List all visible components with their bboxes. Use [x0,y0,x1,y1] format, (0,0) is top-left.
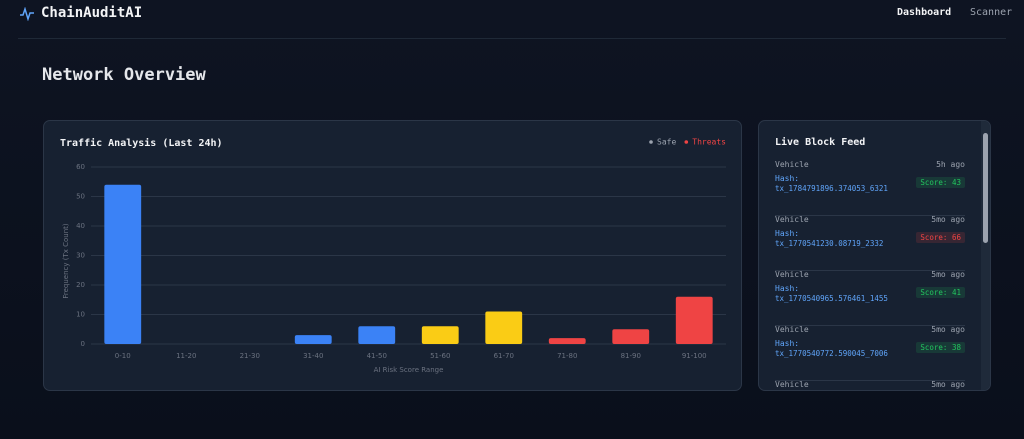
feed-item: Vehicle 5mo ago [775,380,965,390]
bar [421,326,459,344]
item-time: 5mo ago [931,325,965,334]
nav-link[interactable]: Dashboard [897,7,952,18]
bar [675,296,713,344]
hash-value: tx_1770540772.590045_7006 [775,349,888,358]
score-badge: Score: 41 [916,287,965,298]
legend-dot [649,140,653,144]
feed-item: Vehicle 5mo ago Hash: tx_1770540772.590045_… [775,325,965,381]
item-label: Vehicle [775,160,809,169]
scrollbar-thumb[interactable] [983,133,988,243]
scrollbar[interactable] [981,121,990,390]
item-label: Vehicle [775,325,809,334]
y-tick-label: 50 [76,193,85,201]
x-axis-title: AI Risk Score Range [374,366,444,374]
item-time: 5h ago [936,160,965,169]
x-tick-label: 11-20 [176,352,196,360]
x-tick-label: 71-80 [557,352,577,360]
hash-label: Hash: [775,284,800,293]
y-axis-title: Frequency (Tx Count) [62,223,70,299]
feed-card: Live Block Feed Vehicle 5h ago Hash: tx_178… [758,120,991,391]
item-time: 5mo ago [931,380,965,389]
brand[interactable]: ChainAuditAI [41,5,143,21]
bar [548,338,586,344]
feed-item: Vehicle 5mo ago Hash: tx_1770540965.576461_… [775,270,965,326]
legend-label: Threats [692,138,726,147]
x-tick-label: 81-90 [621,352,641,360]
bar [358,326,396,344]
item-label: Vehicle [775,270,809,279]
x-tick-label: 41-50 [367,352,387,360]
x-tick-label: 61-70 [494,352,514,360]
chart-card: Traffic Analysis (Last 24h) 0 10 20 30 40 50 6… [43,120,742,391]
bar [485,311,523,344]
hash-label: Hash: [775,229,800,238]
y-tick-label: 0 [81,340,85,348]
hash-label: Hash: [775,174,800,183]
y-tick-label: 10 [76,311,85,319]
y-tick-label: 20 [76,281,85,289]
item-label: Vehicle [775,215,809,224]
hash-value: tx_1770541230.08719_2332 [775,239,884,248]
bar [612,329,650,344]
feed-title: Live Block Feed [775,137,866,148]
score-badge: Score: 38 [916,342,965,353]
hash-value: tx_1770540965.576461_1455 [775,294,888,303]
chart-title: Traffic Analysis (Last 24h) [60,137,223,149]
y-tick-label: 40 [76,222,85,230]
feed-item: Vehicle 5mo ago Hash: tx_1770541230.08719_2… [775,215,965,271]
score-badge: Score: 66 [916,232,965,243]
item-time: 5mo ago [931,270,965,279]
nav-link[interactable]: Scanner [970,7,1013,18]
logo-icon [20,7,34,21]
x-tick-label: 51-60 [430,352,450,360]
hash-value: tx_1784791896.374053_6321 [775,184,888,193]
x-tick-label: 0-10 [115,352,131,360]
y-tick-label: 30 [76,252,85,260]
hash-label: Hash: [775,339,800,348]
y-tick-label: 60 [76,163,85,171]
feed-item: Vehicle 5h ago Hash: tx_1784791896.374053_6… [775,160,965,216]
divider [18,38,1006,39]
x-tick-label: 31-40 [303,352,323,360]
item-time: 5mo ago [931,215,965,224]
legend-dot [684,140,689,144]
x-tick-label: 21-30 [240,352,260,360]
score-badge: Score: 43 [916,177,965,188]
legend-label: Safe [657,138,676,147]
bar [104,184,142,344]
chart: Traffic Analysis (Last 24h) 0 10 20 30 40 50 6… [60,137,726,374]
page-title: Network Overview [42,65,206,85]
item-label: Vehicle [775,380,809,389]
x-tick-label: 91-100 [682,352,707,360]
bar [294,335,332,344]
